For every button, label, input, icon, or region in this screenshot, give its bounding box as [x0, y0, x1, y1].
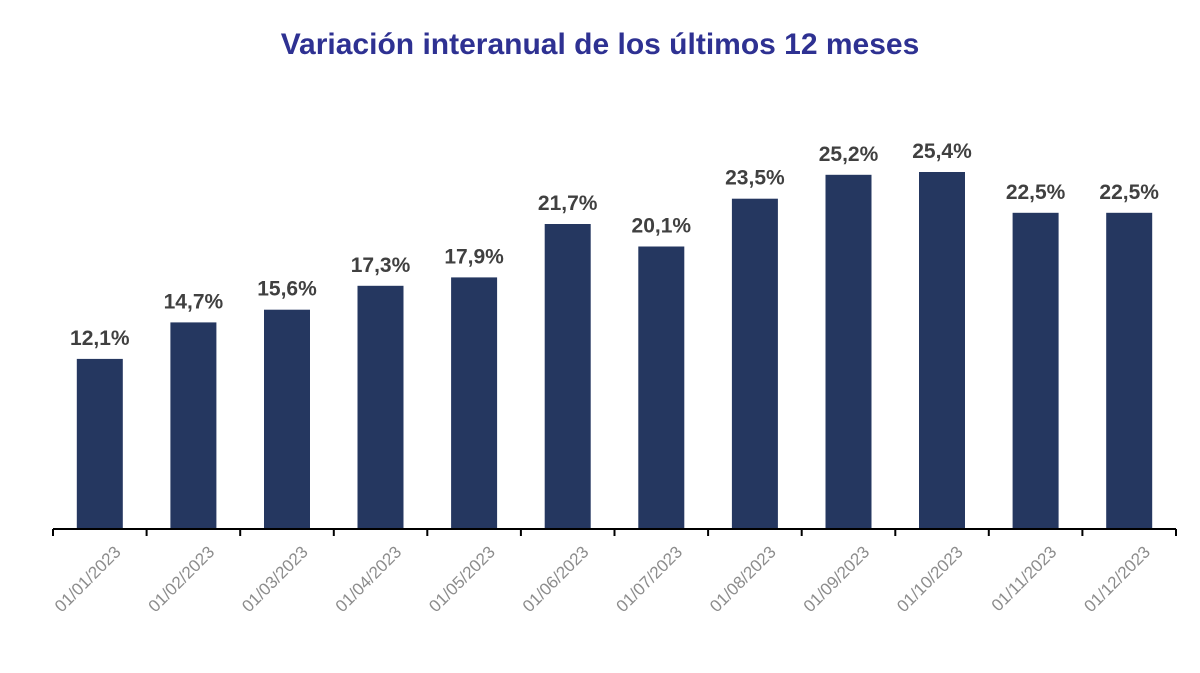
- data-label-9: 25,2%: [819, 143, 879, 166]
- x-tick-label-7: 01/07/2023: [613, 542, 687, 616]
- data-label-2: 14,7%: [164, 290, 224, 313]
- bar-5: [451, 277, 498, 529]
- bar-10: [919, 172, 965, 529]
- x-tick-label-1: 01/01/2023: [51, 542, 125, 616]
- chart-title: Variación interanual de los últimos 12 m…: [280, 28, 920, 61]
- data-label-3: 15,6%: [257, 278, 317, 301]
- data-label-8: 23,5%: [725, 167, 785, 190]
- x-tick-label-11: 01/11/2023: [988, 542, 1061, 615]
- bar-2: [170, 322, 217, 529]
- data-label-4: 17,3%: [351, 254, 411, 277]
- bar-9: [825, 174, 872, 530]
- bar-8: [731, 198, 778, 529]
- x-tick-label-10: 01/10/2023: [893, 542, 967, 616]
- data-label-12: 22,5%: [1099, 181, 1159, 204]
- bar-7: [638, 246, 685, 529]
- bars-group: [76, 172, 1153, 530]
- bar-6: [544, 224, 591, 529]
- bar-12: [1106, 212, 1153, 530]
- data-label-10: 25,4%: [912, 140, 972, 163]
- x-tick-label-12: 01/12/2023: [1080, 542, 1154, 616]
- x-tick-label-5: 01/05/2023: [425, 542, 499, 616]
- x-tick-label-2: 01/02/2023: [145, 542, 219, 616]
- data-label-6: 21,7%: [538, 192, 598, 215]
- x-axis: [52, 528, 1177, 536]
- bar-1: [76, 358, 123, 529]
- bar-4: [357, 285, 404, 529]
- x-tick-label-3: 01/03/2023: [238, 542, 312, 616]
- bar-11: [1012, 212, 1059, 530]
- data-label-11: 22,5%: [1006, 181, 1066, 204]
- data-label-1: 12,1%: [70, 327, 130, 350]
- data-label-5: 17,9%: [444, 245, 504, 268]
- data-label-7: 20,1%: [632, 215, 692, 238]
- x-tick-label-6: 01/06/2023: [519, 542, 593, 616]
- bar-3: [264, 309, 310, 529]
- x-tick-label-4: 01/04/2023: [332, 542, 406, 616]
- x-tick-label-9: 01/09/2023: [800, 542, 874, 616]
- x-tick-labels-group: 01/01/2023 01/02/2023 01/03/2023 01/04/2023…: [51, 542, 1154, 616]
- x-tick-label-8: 01/08/2023: [706, 542, 780, 616]
- data-labels-group: 12,1% 14,7% 15,6% 17,3% 17,9% 21,7% 20,1% 23,5%…: [70, 140, 1159, 350]
